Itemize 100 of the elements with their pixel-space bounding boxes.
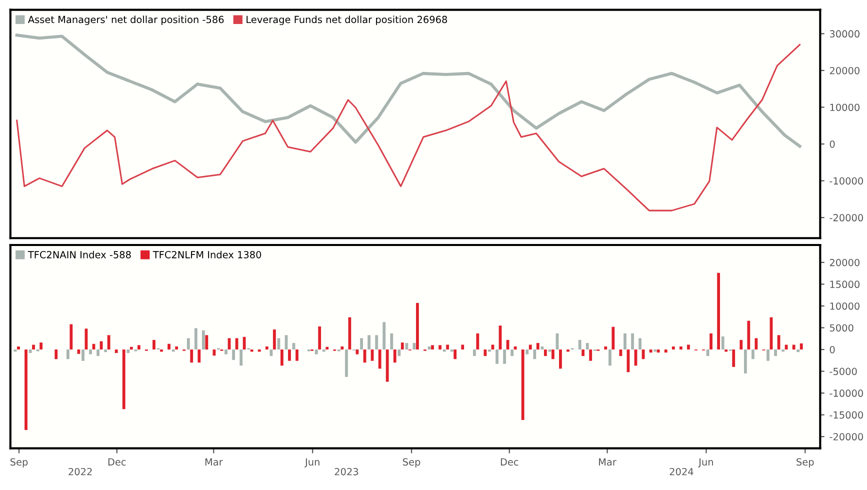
bar: [326, 346, 329, 350]
bar: [288, 350, 291, 361]
bar: [296, 350, 298, 361]
bar: [624, 333, 626, 350]
bar: [28, 350, 32, 353]
bar: [766, 350, 770, 361]
x-tick-label: Mar: [205, 458, 223, 466]
bar: [386, 350, 389, 382]
y-tick-label: -20000: [830, 433, 863, 440]
bar: [589, 350, 592, 361]
y-tick-label: 0: [830, 346, 835, 354]
bar: [800, 343, 803, 350]
bar: [454, 350, 457, 360]
y-tick-label: 5000: [830, 324, 854, 332]
bar: [270, 350, 273, 356]
bar: [202, 330, 205, 350]
bar: [472, 350, 476, 356]
x-tick-label: Sep: [796, 458, 814, 468]
bar: [186, 338, 190, 350]
bar: [686, 344, 690, 350]
bar: [265, 346, 268, 350]
legend-label: Asset Managers' net dollar position -586: [28, 16, 224, 26]
bar: [431, 345, 434, 350]
y-tick-label: 10000: [830, 302, 860, 310]
bar: [521, 350, 524, 420]
bar: [540, 346, 544, 350]
bar: [528, 344, 532, 350]
bar: [784, 344, 788, 350]
bar: [398, 350, 401, 356]
bar: [752, 350, 754, 360]
bar: [104, 350, 108, 352]
bar: [242, 336, 246, 350]
bar: [122, 350, 126, 410]
bar: [190, 350, 194, 363]
bar: [461, 344, 464, 350]
bar: [649, 350, 652, 353]
x-tick-label: Jun: [698, 458, 713, 468]
text: 2023: [334, 468, 358, 476]
bar: [345, 350, 348, 377]
bar: [551, 350, 554, 360]
y-tick-label: 10000: [830, 104, 860, 112]
bar: [608, 350, 612, 366]
bar: [744, 350, 747, 374]
bar: [107, 335, 110, 350]
y-tick-label: 15000: [830, 280, 860, 288]
bar: [390, 333, 394, 350]
bar: [559, 350, 562, 369]
bar: [232, 350, 235, 360]
bar: [212, 350, 216, 356]
bar: [754, 338, 758, 350]
bar: [89, 350, 92, 354]
bar: [368, 335, 370, 350]
bar: [619, 350, 622, 356]
line-series: [15, 34, 802, 148]
y-tick-label: 20000: [830, 66, 860, 74]
bar: [717, 272, 720, 350]
bar: [612, 326, 615, 350]
bar: [318, 326, 322, 350]
bar: [280, 350, 284, 366]
bar: [40, 342, 43, 350]
x-tick-label: Dec: [500, 458, 518, 466]
bar: [66, 350, 70, 360]
bar: [656, 350, 660, 353]
text: 2024: [670, 468, 694, 476]
line-series: [16, 44, 801, 212]
x-tick-label: Jun: [304, 458, 320, 468]
bar: [198, 350, 201, 363]
y-tick-label: -10000: [830, 390, 863, 397]
bar: [706, 350, 710, 356]
bar: [496, 350, 498, 364]
bar: [533, 350, 536, 360]
bar: [224, 350, 228, 354]
y-tick-label: -20000: [830, 214, 863, 222]
bar: [721, 336, 724, 350]
bar: [194, 328, 198, 350]
bar: [24, 350, 28, 430]
bar: [405, 342, 408, 350]
bar: [792, 344, 796, 350]
bar: [679, 346, 682, 350]
bar: [272, 329, 276, 350]
bar: [710, 333, 712, 350]
bar: [382, 322, 386, 350]
bar: [664, 350, 668, 353]
bar: [152, 340, 156, 350]
y-tick-label: -15000: [830, 411, 863, 419]
bar: [503, 350, 506, 364]
x-tick-label: Mar: [599, 458, 616, 466]
bar: [82, 350, 84, 361]
bar: [77, 350, 80, 354]
bar: [476, 333, 480, 350]
bar: [510, 350, 514, 356]
bar: [604, 346, 608, 350]
y-tick-label: 0: [830, 140, 835, 148]
bar: [631, 333, 634, 350]
bar: [747, 320, 750, 350]
y-tick-label: 30000: [830, 30, 860, 38]
bar: [175, 346, 178, 350]
bar: [114, 350, 118, 353]
bar: [438, 345, 442, 350]
bar: [484, 350, 487, 356]
